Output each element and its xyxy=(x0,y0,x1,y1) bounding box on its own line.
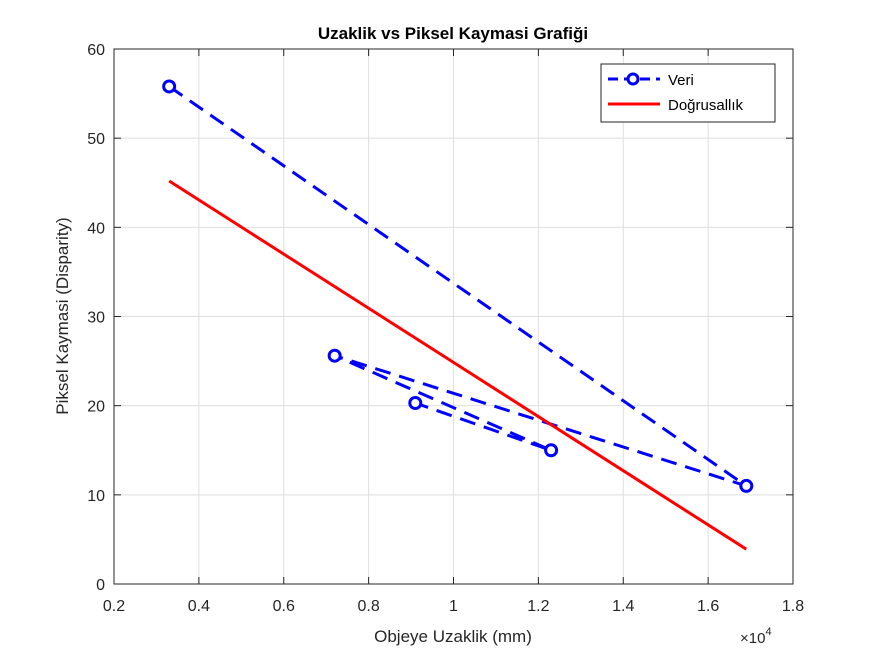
x-exponent-base: ×10 xyxy=(740,630,765,647)
data-point-veri xyxy=(544,443,559,458)
y-tick-label: 0 xyxy=(96,577,105,594)
y-tick-label: 50 xyxy=(87,131,105,148)
x-axis-exponent: ×104 xyxy=(740,626,772,647)
x-tick-label: 0.8 xyxy=(358,598,380,615)
legend-marker-veri xyxy=(626,72,640,86)
x-tick-label: 1.6 xyxy=(697,598,719,615)
x-tick-label: 1.8 xyxy=(782,598,804,615)
x-tick-label: 0.4 xyxy=(188,598,210,615)
y-tick-label: 60 xyxy=(87,42,105,59)
chart-title: Uzaklik vs Piksel Kaymasi Grafiği xyxy=(318,24,588,43)
series-layer xyxy=(162,79,754,551)
axis-ticks: 0.2 0.4 0.6 0.8 1 1.2 1.4 1.6 1.8 0 10 20 30 40 50 60 xyxy=(87,42,804,615)
x-tick-label: 0.2 xyxy=(103,598,125,615)
x-tick-label: 1.2 xyxy=(527,598,549,615)
x-axis-label: Objeye Uzaklik (mm) xyxy=(374,627,532,646)
x-tick-label: 0.6 xyxy=(273,598,295,615)
data-point-veri xyxy=(739,478,754,493)
x-tick-label: 1.4 xyxy=(612,598,634,615)
legend-label-dogrusallik: Doğrusallık xyxy=(668,97,744,114)
series-line-dogrusallik xyxy=(168,179,748,551)
y-axis-label: Piksel Kaymasi (Disparity) xyxy=(53,217,72,414)
x-exponent-power: 4 xyxy=(765,626,771,638)
y-tick-label: 10 xyxy=(87,488,105,505)
legend: Veri Doğrusallık xyxy=(600,63,776,123)
y-tick-label: 30 xyxy=(87,310,105,327)
legend-label-veri: Veri xyxy=(668,72,694,89)
y-tick-label: 20 xyxy=(87,399,105,416)
data-point-veri xyxy=(162,79,177,94)
y-tick-label: 40 xyxy=(87,220,105,237)
data-point-veri xyxy=(327,348,342,363)
data-point-veri xyxy=(408,395,423,410)
x-tick-label: 1 xyxy=(449,598,458,615)
